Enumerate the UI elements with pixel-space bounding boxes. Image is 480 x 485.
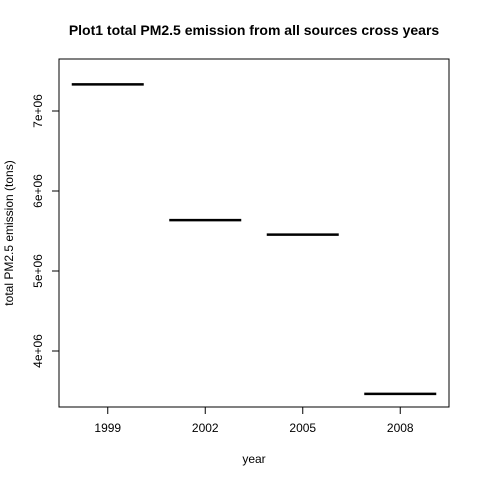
y-tick-label: 4e+06 [31, 334, 45, 368]
x-tick-label: 1999 [94, 421, 121, 435]
y-axis-label: total PM2.5 emission (tons) [2, 160, 16, 305]
x-tick-label: 2008 [387, 421, 414, 435]
y-tick-label: 5e+06 [31, 254, 45, 288]
x-tick-label: 2005 [289, 421, 316, 435]
y-tick-label: 6e+06 [31, 174, 45, 208]
x-axis-label: year [242, 452, 265, 466]
x-tick-label: 2002 [192, 421, 219, 435]
plot-frame [58, 58, 450, 408]
y-tick-label: 7e+06 [31, 94, 45, 128]
chart-title: Plot1 total PM2.5 emission from all sour… [69, 22, 440, 38]
data-series [71, 83, 437, 396]
x-axis: 1999 2002 2005 2008 [94, 407, 414, 435]
y-axis: 4e+06 5e+06 6e+06 7e+06 [31, 94, 59, 368]
